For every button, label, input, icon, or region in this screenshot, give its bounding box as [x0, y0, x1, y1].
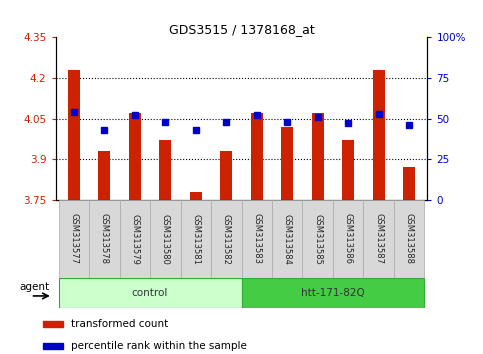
Text: GSM313580: GSM313580	[161, 213, 170, 264]
Bar	[251, 113, 263, 200]
Bar	[272, 200, 302, 278]
Bar	[242, 200, 272, 278]
Bar	[58, 278, 242, 308]
Text: agent: agent	[19, 282, 50, 292]
Bar	[43, 321, 63, 327]
Bar	[190, 192, 202, 200]
Bar	[68, 70, 80, 200]
Bar	[220, 151, 232, 200]
Bar	[89, 200, 120, 278]
Text: percentile rank within the sample: percentile rank within the sample	[71, 341, 247, 351]
Text: GSM313579: GSM313579	[130, 213, 139, 264]
Text: GSM313588: GSM313588	[405, 213, 413, 264]
Text: GSM313587: GSM313587	[374, 213, 383, 264]
Text: transformed count: transformed count	[71, 319, 168, 329]
Bar	[372, 70, 385, 200]
Text: htt-171-82Q: htt-171-82Q	[301, 288, 365, 298]
Bar	[333, 200, 363, 278]
Text: GSM313582: GSM313582	[222, 213, 231, 264]
Text: GSM313584: GSM313584	[283, 213, 292, 264]
Bar	[159, 140, 171, 200]
Text: GSM313581: GSM313581	[191, 213, 200, 264]
Bar	[281, 127, 293, 200]
Text: GSM313577: GSM313577	[70, 213, 78, 264]
Text: control: control	[132, 288, 168, 298]
Bar	[394, 200, 425, 278]
Bar	[342, 140, 355, 200]
Bar	[363, 200, 394, 278]
Bar	[120, 200, 150, 278]
Bar	[98, 151, 111, 200]
Bar	[242, 278, 425, 308]
Bar	[58, 200, 89, 278]
Bar	[150, 200, 181, 278]
Bar	[211, 200, 242, 278]
Text: GSM313586: GSM313586	[344, 213, 353, 264]
Text: GSM313585: GSM313585	[313, 213, 322, 264]
Bar	[403, 167, 415, 200]
Bar	[302, 200, 333, 278]
Text: GSM313583: GSM313583	[252, 213, 261, 264]
Text: GSM313578: GSM313578	[100, 213, 109, 264]
Bar	[43, 343, 63, 349]
Bar	[128, 113, 141, 200]
Bar	[181, 200, 211, 278]
Title: GDS3515 / 1378168_at: GDS3515 / 1378168_at	[169, 23, 314, 36]
Bar	[312, 113, 324, 200]
